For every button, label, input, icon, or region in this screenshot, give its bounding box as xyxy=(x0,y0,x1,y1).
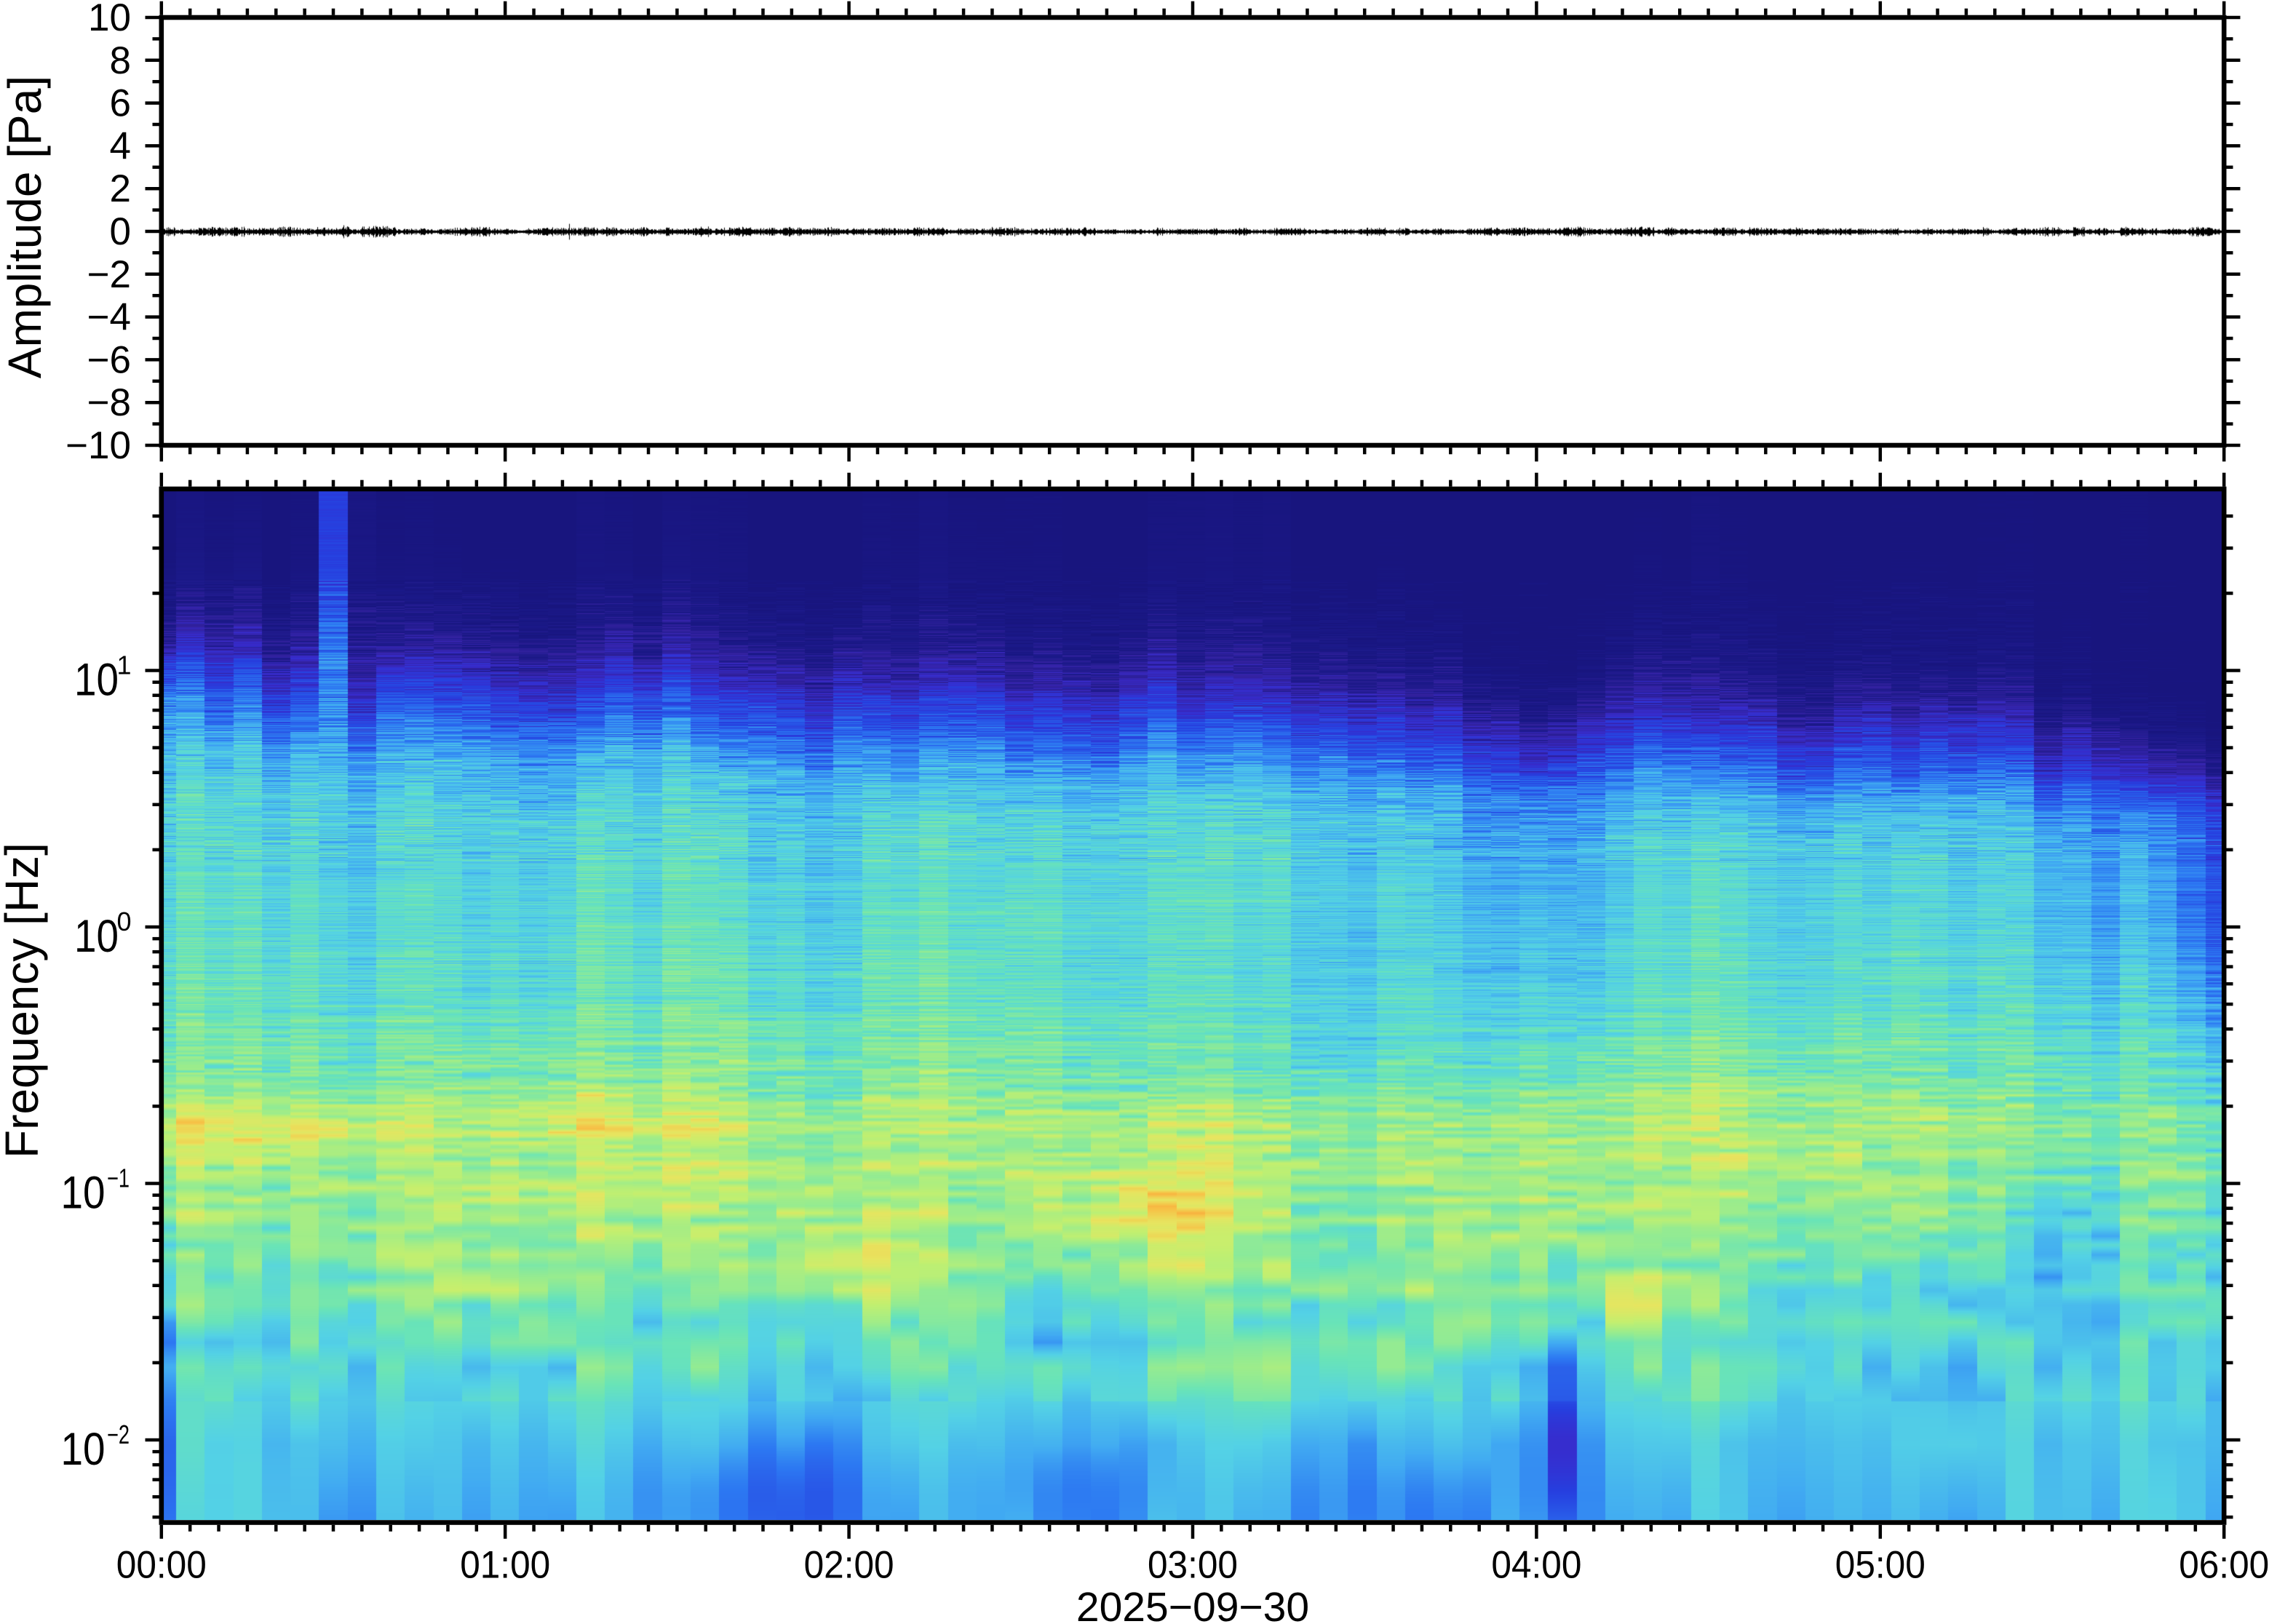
svg-text:2: 2 xyxy=(110,167,131,210)
svg-text:06:00: 06:00 xyxy=(2179,1544,2269,1587)
svg-text:−8: −8 xyxy=(87,381,131,424)
svg-text:10: 10 xyxy=(61,1168,106,1219)
svg-text:04:00: 04:00 xyxy=(1491,1544,1581,1587)
svg-text:01:00: 01:00 xyxy=(460,1544,550,1587)
svg-text:05:00: 05:00 xyxy=(1835,1544,1926,1587)
svg-text:1: 1 xyxy=(116,650,131,680)
svg-text:−4: −4 xyxy=(87,296,131,339)
svg-text:03:00: 03:00 xyxy=(1148,1544,1238,1587)
svg-text:−2: −2 xyxy=(87,253,131,296)
svg-text:−10: −10 xyxy=(65,424,131,467)
svg-text:0: 0 xyxy=(116,907,131,936)
svg-text:10: 10 xyxy=(74,911,119,962)
svg-text:−6: −6 xyxy=(87,338,131,381)
svg-text:00:00: 00:00 xyxy=(116,1544,207,1587)
svg-text:Amplitude [Pa]: Amplitude [Pa] xyxy=(0,76,51,378)
svg-text:10: 10 xyxy=(88,0,131,39)
svg-text:Frequency [Hz]: Frequency [Hz] xyxy=(0,843,48,1158)
svg-text:8: 8 xyxy=(110,39,131,82)
svg-text:4: 4 xyxy=(110,124,131,167)
svg-text:0: 0 xyxy=(110,210,131,253)
svg-text:2025−09−30: 2025−09−30 xyxy=(1076,1584,1309,1624)
svg-text:−1: −1 xyxy=(107,1163,130,1193)
svg-text:−2: −2 xyxy=(107,1420,130,1449)
svg-text:6: 6 xyxy=(110,82,131,125)
svg-text:10: 10 xyxy=(74,655,119,706)
svg-text:10: 10 xyxy=(61,1424,106,1475)
svg-text:02:00: 02:00 xyxy=(804,1544,894,1587)
